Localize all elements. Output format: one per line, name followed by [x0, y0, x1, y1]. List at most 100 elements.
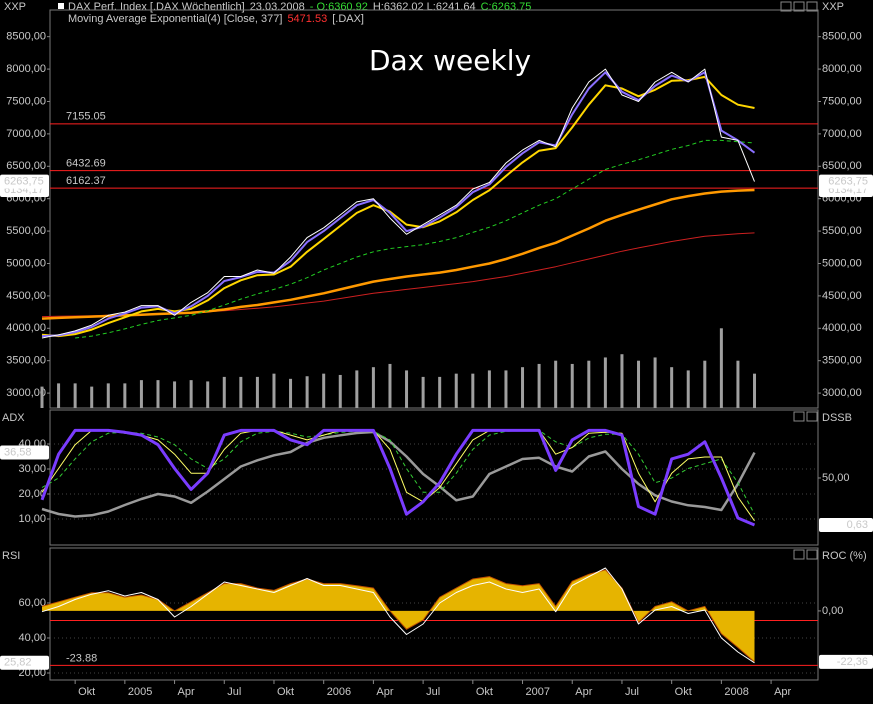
line — [41, 429, 755, 515]
header-icon — [58, 3, 64, 9]
value-tag — [0, 445, 49, 460]
value-tag — [819, 174, 873, 189]
volume-bar — [173, 381, 177, 408]
axis-label: XXP — [4, 1, 26, 13]
panel-label: ROC (%) — [822, 550, 867, 562]
volume-bar — [305, 376, 309, 408]
level-label: -23.88 — [66, 652, 97, 664]
value-tag-label: 0,63 — [847, 519, 868, 531]
x-tick-label: Okt — [78, 686, 95, 698]
y-tick-label: 8500,00 — [6, 31, 46, 43]
header-item: Moving Average Exponential(4) [Close, 37… — [68, 13, 282, 25]
volume-bar — [73, 383, 77, 408]
volume-bar — [388, 363, 392, 408]
volume-bar — [57, 383, 61, 408]
y-tick-label: 20,00 — [18, 667, 46, 679]
line — [41, 68, 755, 339]
axis-label: XXP — [822, 1, 844, 13]
volume-bar — [139, 380, 143, 408]
y-tick-label: 4000,00 — [822, 322, 862, 334]
y-tick-label: 7000,00 — [6, 128, 46, 140]
volume-bar — [255, 376, 259, 408]
value-tag-label: 25,82 — [4, 657, 32, 669]
volume-bar — [686, 370, 690, 408]
header-line: DAX Perf. Index [.DAX Wöchentlich] 23.03.… — [68, 1, 531, 13]
volume-bar — [554, 360, 558, 408]
volume-bar — [371, 367, 375, 408]
value-tag — [0, 655, 49, 670]
x-tick-label: Jul — [625, 686, 639, 698]
value-tag-label: 36,58 — [4, 446, 32, 458]
y-tick-label: 8500,00 — [822, 31, 862, 43]
x-tick-label: Okt — [277, 686, 294, 698]
value-tag-label: -22,36 — [837, 656, 868, 668]
volume-bar — [421, 376, 425, 408]
y-tick-label: 5500,00 — [822, 225, 862, 237]
y-tick-label: 20,00 — [18, 488, 46, 500]
value-tag-label: 6263,75 — [828, 176, 868, 188]
x-tick-label: Okt — [476, 686, 493, 698]
volume-bar — [570, 363, 574, 408]
value-tag — [819, 654, 873, 669]
x-tick-label: Okt — [675, 686, 692, 698]
volume-bar — [206, 381, 210, 408]
y-tick-label: 3500,00 — [6, 355, 46, 367]
line — [41, 188, 755, 320]
volume-bar — [90, 386, 94, 408]
y-tick-label: 5500,00 — [6, 225, 46, 237]
y-tick-label: 10,00 — [18, 513, 46, 525]
x-tick-label: Jul — [227, 686, 241, 698]
volume-bar — [603, 357, 607, 408]
y-tick-label: 6500,00 — [822, 160, 862, 172]
y-tick-label: 4000,00 — [6, 322, 46, 334]
volume-bar — [40, 386, 44, 408]
x-tick-label: 2005 — [128, 686, 152, 698]
y2-tick-label: 0,00 — [822, 605, 843, 617]
volume-bar — [504, 370, 508, 408]
volume-bar — [222, 376, 226, 408]
panel-frame — [49, 547, 819, 681]
x-tick-label: Apr — [376, 686, 393, 698]
volume-bar — [521, 367, 525, 408]
y-tick-label: 8000,00 — [822, 63, 862, 75]
panel-label: ADX — [2, 412, 25, 424]
header-item: C:6263.75 — [481, 1, 532, 13]
value-tag — [819, 517, 873, 532]
header-item: DAX Perf. Index [.DAX Wöchentlich] — [68, 1, 245, 13]
volume-bar — [719, 328, 723, 408]
line — [40, 428, 756, 527]
window-icons — [780, 1, 818, 560]
volume-bar — [703, 360, 707, 408]
volume-bar — [736, 360, 740, 408]
volume-bar — [454, 373, 458, 408]
x-tick-label: Apr — [178, 686, 195, 698]
volume-bar — [487, 370, 491, 408]
volume-bar — [156, 380, 160, 408]
area — [42, 569, 755, 662]
panel-label: DSSB — [822, 412, 852, 424]
volume-bar — [471, 373, 475, 408]
volume-bar — [289, 378, 293, 408]
volume-bar — [637, 360, 641, 408]
header-item: [.DAX] — [332, 13, 364, 25]
volume-bar — [322, 373, 326, 408]
line — [41, 567, 755, 664]
header-line: Moving Average Exponential(4) [Close, 37… — [68, 13, 364, 25]
y-tick-label: 3000,00 — [822, 387, 862, 399]
line — [75, 139, 755, 339]
header-item: 23.03.2008 — [250, 1, 305, 13]
y-tick-label: 4500,00 — [6, 290, 46, 302]
chart-title: Dax weekly — [369, 44, 531, 77]
volume-bar — [123, 383, 127, 408]
x-tick-label: Apr — [575, 686, 592, 698]
line — [41, 430, 756, 518]
y-tick-label: 5000,00 — [6, 257, 46, 269]
volume-bar — [272, 373, 276, 408]
area-line — [41, 569, 755, 663]
volume-bar — [587, 360, 591, 408]
x-tick-label: Apr — [774, 686, 791, 698]
level-label: 6162.37 — [66, 175, 106, 187]
volume-bar — [355, 370, 359, 408]
